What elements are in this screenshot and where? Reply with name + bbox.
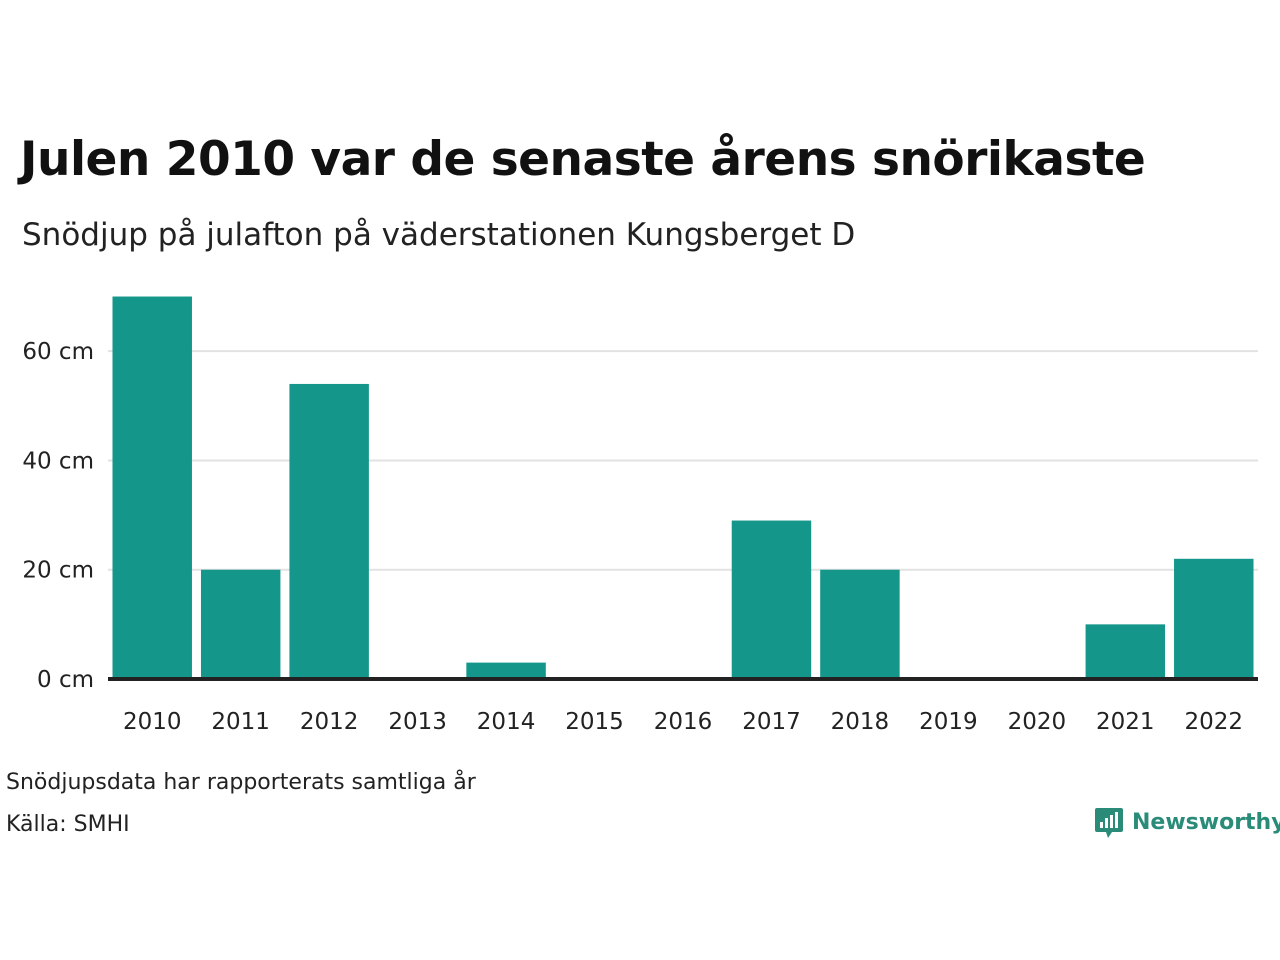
footnote: Snödjupsdata har rapporterats samtliga å… (6, 770, 476, 795)
x-tick-label: 2022 (1184, 709, 1243, 735)
bar-2014 (466, 662, 546, 679)
x-tick-label: 2012 (300, 709, 359, 735)
logo-text: Newsworthy (1132, 810, 1280, 835)
x-tick-label: 2013 (388, 709, 447, 735)
x-tick-label: 2016 (654, 709, 713, 735)
axes: 0 cm 20 cm 40 cm 60 cm 2010 2011 2012 2013 2014 2… (22, 339, 1258, 735)
chart-subtitle: Snödjup på julafton på väderstationen Ku… (22, 217, 856, 253)
x-tick-label: 2014 (477, 709, 536, 735)
x-tick-label: 2015 (565, 709, 624, 735)
bars (112, 296, 1254, 679)
newsworthy-logo: Newsworthy (1094, 806, 1280, 840)
y-tick-label: 60 cm (22, 339, 94, 365)
bar-2022 (1174, 558, 1254, 679)
x-tick-label: 2021 (1096, 709, 1155, 735)
y-tick-label: 20 cm (22, 558, 94, 584)
bar-2017 (731, 520, 812, 679)
source-credit: Källa: SMHI (6, 812, 130, 837)
x-tick-label: 2019 (919, 709, 978, 735)
x-tick-label: 2017 (742, 709, 801, 735)
y-tick-label: 0 cm (37, 667, 94, 693)
bar-2018 (820, 569, 900, 679)
bar-chart-speech-icon (1095, 808, 1123, 838)
gridlines (108, 350, 1258, 571)
bar-2012 (289, 383, 369, 679)
x-tick-label: 2020 (1008, 709, 1067, 735)
y-tick-label: 40 cm (22, 448, 94, 474)
bar-2010 (112, 296, 192, 679)
x-tick-label: 2018 (831, 709, 890, 735)
bar-2021 (1085, 624, 1166, 679)
x-tick-label: 2011 (211, 709, 270, 735)
bar-2011 (200, 569, 281, 679)
x-tick-label: 2010 (123, 709, 182, 735)
chart-title: Julen 2010 var de senaste årens snörikas… (20, 132, 1146, 187)
